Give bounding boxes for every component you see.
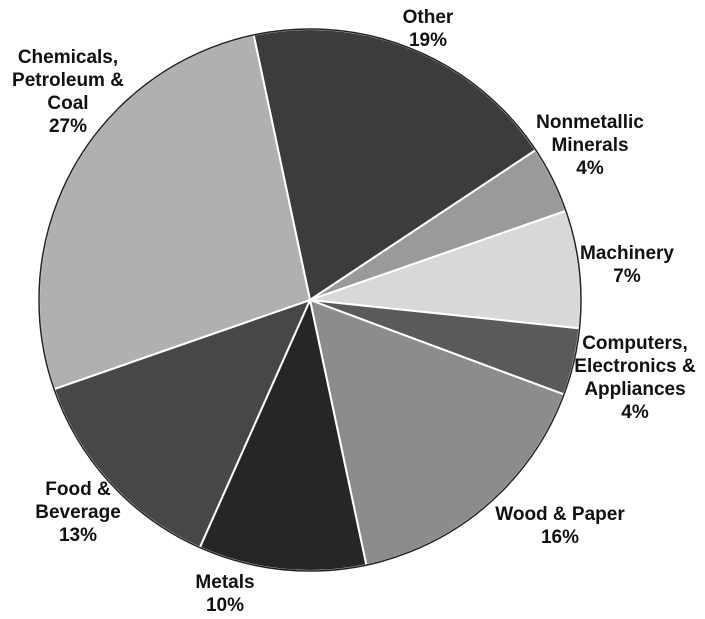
value-label: 16%: [541, 527, 579, 548]
value-label: 7%: [613, 266, 641, 287]
category-label: Minerals: [551, 135, 628, 156]
value-label: 10%: [206, 595, 244, 616]
category-label: Petroleum &: [12, 70, 124, 91]
pie-outline: [38, 28, 582, 572]
value-label: 4%: [576, 158, 604, 179]
category-label: Wood & Paper: [495, 504, 625, 525]
category-label: Chemicals,: [18, 47, 118, 68]
category-label: Food &: [45, 479, 111, 500]
value-label: 19%: [409, 30, 447, 51]
value-label: 13%: [59, 525, 97, 546]
category-label: Beverage: [35, 502, 121, 523]
value-label: 4%: [621, 402, 649, 423]
category-label: Coal: [47, 93, 88, 114]
category-label: Nonmetallic: [536, 112, 644, 133]
value-label: 27%: [49, 116, 87, 137]
category-label: Appliances: [584, 379, 685, 400]
category-label: Computers,: [582, 333, 688, 354]
category-label: Machinery: [580, 243, 674, 264]
category-label: Other: [403, 7, 454, 28]
category-label: Metals: [195, 572, 254, 593]
category-label: Electronics &: [574, 356, 696, 377]
